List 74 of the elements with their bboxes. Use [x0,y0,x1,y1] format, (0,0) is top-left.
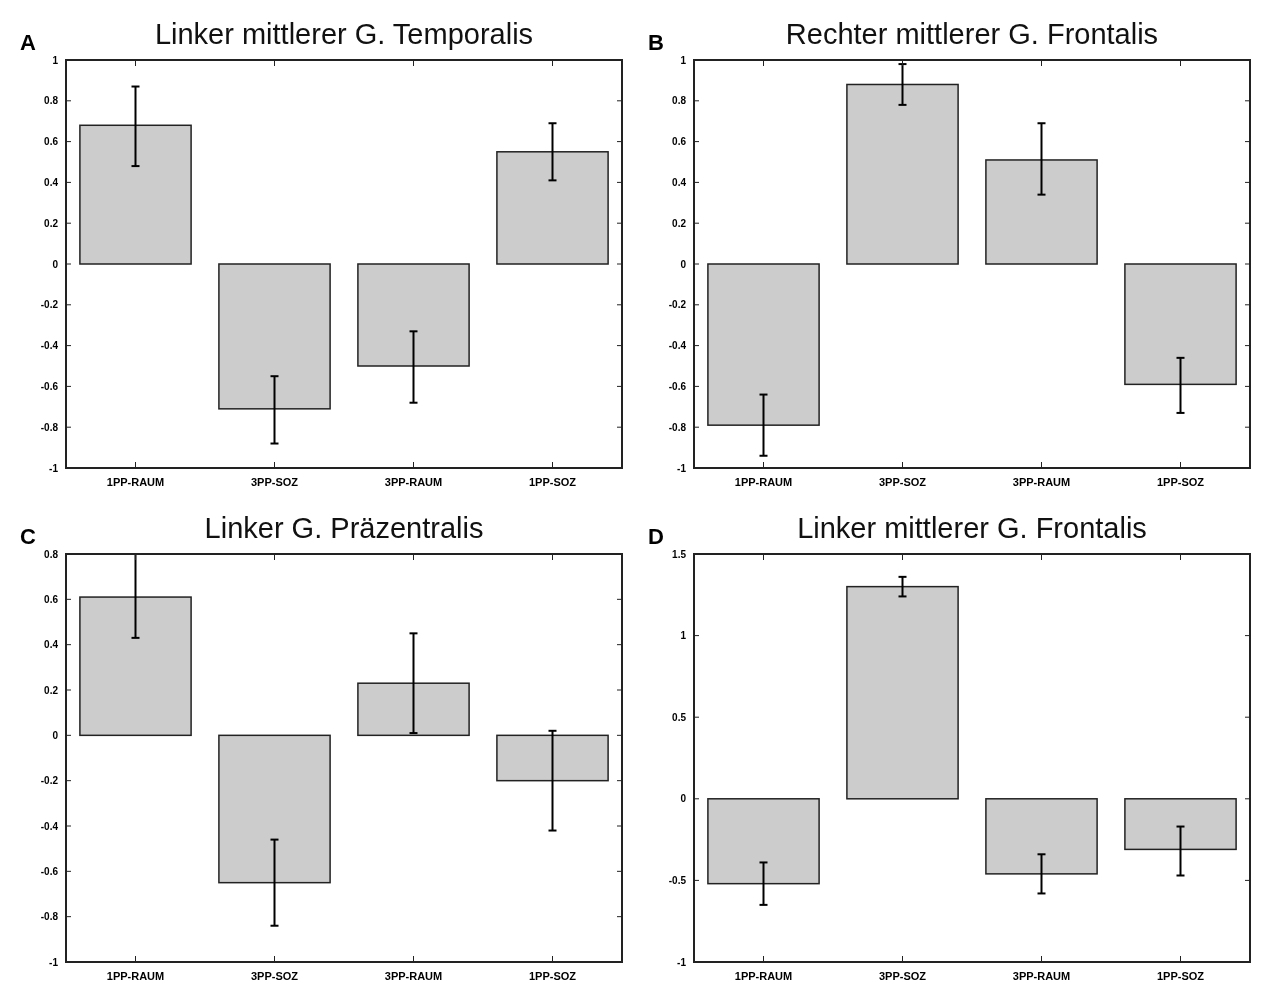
chart-title: Rechter mittlerer G. Frontalis [785,18,1159,50]
x-tick-label: 3PP-RAUM [384,476,443,488]
x-tick-label: 1PP-RAUM [106,970,165,982]
bar [496,151,609,265]
y-tick-label: -0.8 [40,911,59,923]
y-tick-label: -1 [677,462,687,474]
y-tick-label: 0 [52,729,59,741]
x-tick-label: 1PP-SOZ [1156,970,1205,982]
x-tick-label: 1PP-RAUM [734,476,793,488]
y-tick-label: -0.2 [668,299,687,311]
bar [218,263,331,410]
bar [985,159,1098,265]
y-tick-label: 1 [680,630,687,642]
y-tick-label: -1 [677,956,687,968]
y-tick-label: 0.6 [44,136,59,148]
bar [79,124,192,265]
y-tick-label: 1 [52,54,59,66]
y-tick-label: -0.4 [40,340,59,352]
y-tick-label: 0 [52,258,59,270]
x-tick-label: 3PP-RAUM [384,970,443,982]
y-tick-label: -0.6 [40,865,59,877]
bar [218,734,331,884]
x-tick-label: 1PP-SOZ [1156,476,1205,488]
y-tick-label: 0.6 [672,136,687,148]
x-tick-label: 1PP-SOZ [528,970,577,982]
y-tick-label: -0.8 [668,421,687,433]
y-tick-label: -0.2 [40,775,59,787]
x-tick-label: 3PP-SOZ [250,970,299,982]
y-tick-label: 1 [680,54,687,66]
y-tick-label: 0.5 [672,711,687,723]
y-tick-label: -0.6 [668,380,687,392]
text: D [648,524,664,549]
bar [846,83,959,265]
bar [357,682,470,737]
x-tick-label: 3PP-RAUM [1012,970,1071,982]
y-tick-label: 1.5 [672,548,687,560]
text: C [20,524,36,549]
x-tick-label: 1PP-RAUM [106,476,165,488]
y-tick-label: -0.4 [668,340,687,352]
y-tick-label: 0 [680,258,687,270]
y-tick-label: 0.2 [44,217,59,229]
bar [79,596,192,737]
bar [1124,263,1237,386]
y-tick-label: 0.8 [44,95,59,107]
y-tick-label: -0.6 [40,380,59,392]
bar [707,263,820,426]
chart-title: Linker G. Präzentralis [204,512,484,544]
y-tick-label: 0.8 [672,95,687,107]
y-tick-label: -1 [49,462,59,474]
x-tick-label: 3PP-SOZ [878,476,927,488]
y-tick-label: 0 [680,793,687,805]
y-tick-label: 0.2 [672,217,687,229]
bar [357,263,470,367]
y-tick-label: -0.4 [40,820,59,832]
x-tick-label: 3PP-SOZ [250,476,299,488]
bar [496,734,609,782]
x-tick-label: 3PP-RAUM [1012,476,1071,488]
y-tick-label: -0.2 [40,299,59,311]
y-tick-label: -0.8 [40,421,59,433]
y-tick-label: 0.8 [44,548,59,560]
y-tick-label: 0.4 [44,176,59,188]
text: A [20,30,36,55]
x-tick-label: 1PP-RAUM [734,970,793,982]
x-tick-label: 3PP-SOZ [878,970,927,982]
y-tick-label: 0.4 [44,639,59,651]
x-tick-label: 1PP-SOZ [528,476,577,488]
y-tick-label: 0.6 [44,593,59,605]
text: B [648,30,664,55]
chart-title: Linker mittlerer G. Frontalis [797,512,1147,544]
chart-title: Linker mittlerer G. Temporalis [154,18,534,50]
y-tick-label: 0.4 [672,176,687,188]
y-tick-label: 0.2 [44,684,59,696]
y-tick-label: -0.5 [668,874,687,886]
y-tick-label: -1 [49,956,59,968]
